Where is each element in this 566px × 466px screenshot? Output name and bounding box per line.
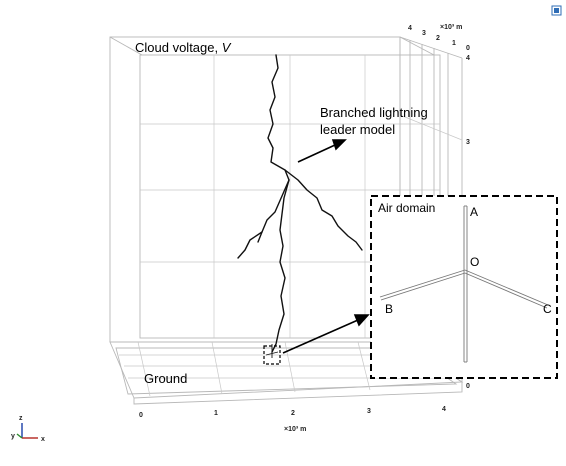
- view-toggle-icon[interactable]: [551, 5, 562, 16]
- point-a-label: A: [470, 205, 478, 219]
- x-axis-ticks: 0 1 2 3 4 ×10³ m: [139, 406, 446, 433]
- point-b-label: B: [385, 302, 393, 316]
- branched-lightning-leader: [237, 54, 363, 353]
- cloud-voltage-label: Cloud voltage, V: [135, 40, 232, 55]
- inset-conductor-geometry: [379, 205, 549, 363]
- branched-model-label-line1: Branched lightning: [320, 105, 428, 120]
- leader-branch-left-small: [257, 231, 263, 243]
- triad-z-label: z: [19, 415, 23, 422]
- z-axis-ticks: 4 3 0: [466, 55, 470, 390]
- y-tick-label: 4: [408, 25, 412, 32]
- y-axis-ticks: 4 3 2 1 0 ×10³ m: [408, 24, 470, 52]
- triad-y-label: y: [11, 433, 15, 440]
- leader-branch-left: [237, 179, 290, 259]
- strike-point-box: [263, 344, 281, 365]
- y-axis-unit: ×10³ m: [440, 24, 462, 31]
- x-tick-label: 3: [367, 408, 371, 415]
- x-tick-label: 1: [214, 410, 218, 417]
- x-tick-label: 4: [442, 406, 446, 413]
- ground-label: Ground: [144, 371, 187, 386]
- y-tick-label: 1: [452, 40, 456, 47]
- z-tick-label: 3: [466, 139, 470, 146]
- y-tick-label: 3: [422, 30, 426, 37]
- point-o-label: O: [470, 255, 479, 269]
- triad-x-label: x: [41, 436, 45, 443]
- z-tick-label: 0: [466, 383, 470, 390]
- x-tick-label: 2: [291, 410, 295, 417]
- y-tick-label: 2: [436, 35, 440, 42]
- leader-main-channel: [267, 54, 290, 353]
- branched-model-label-line2: leader model: [320, 122, 395, 137]
- annotation-arrows: [282, 139, 370, 354]
- air-domain-label: Air domain: [378, 201, 435, 215]
- z-tick-label: 4: [466, 55, 470, 62]
- y-tick-label: 0: [466, 45, 470, 52]
- leader-branch-right: [284, 169, 363, 251]
- x-tick-label: 0: [139, 412, 143, 419]
- axis-triad: z y x: [11, 415, 45, 443]
- air-domain-inset: Air domain A O B C: [370, 195, 558, 379]
- point-c-label: C: [543, 302, 552, 316]
- x-axis-unit: ×10³ m: [284, 426, 306, 433]
